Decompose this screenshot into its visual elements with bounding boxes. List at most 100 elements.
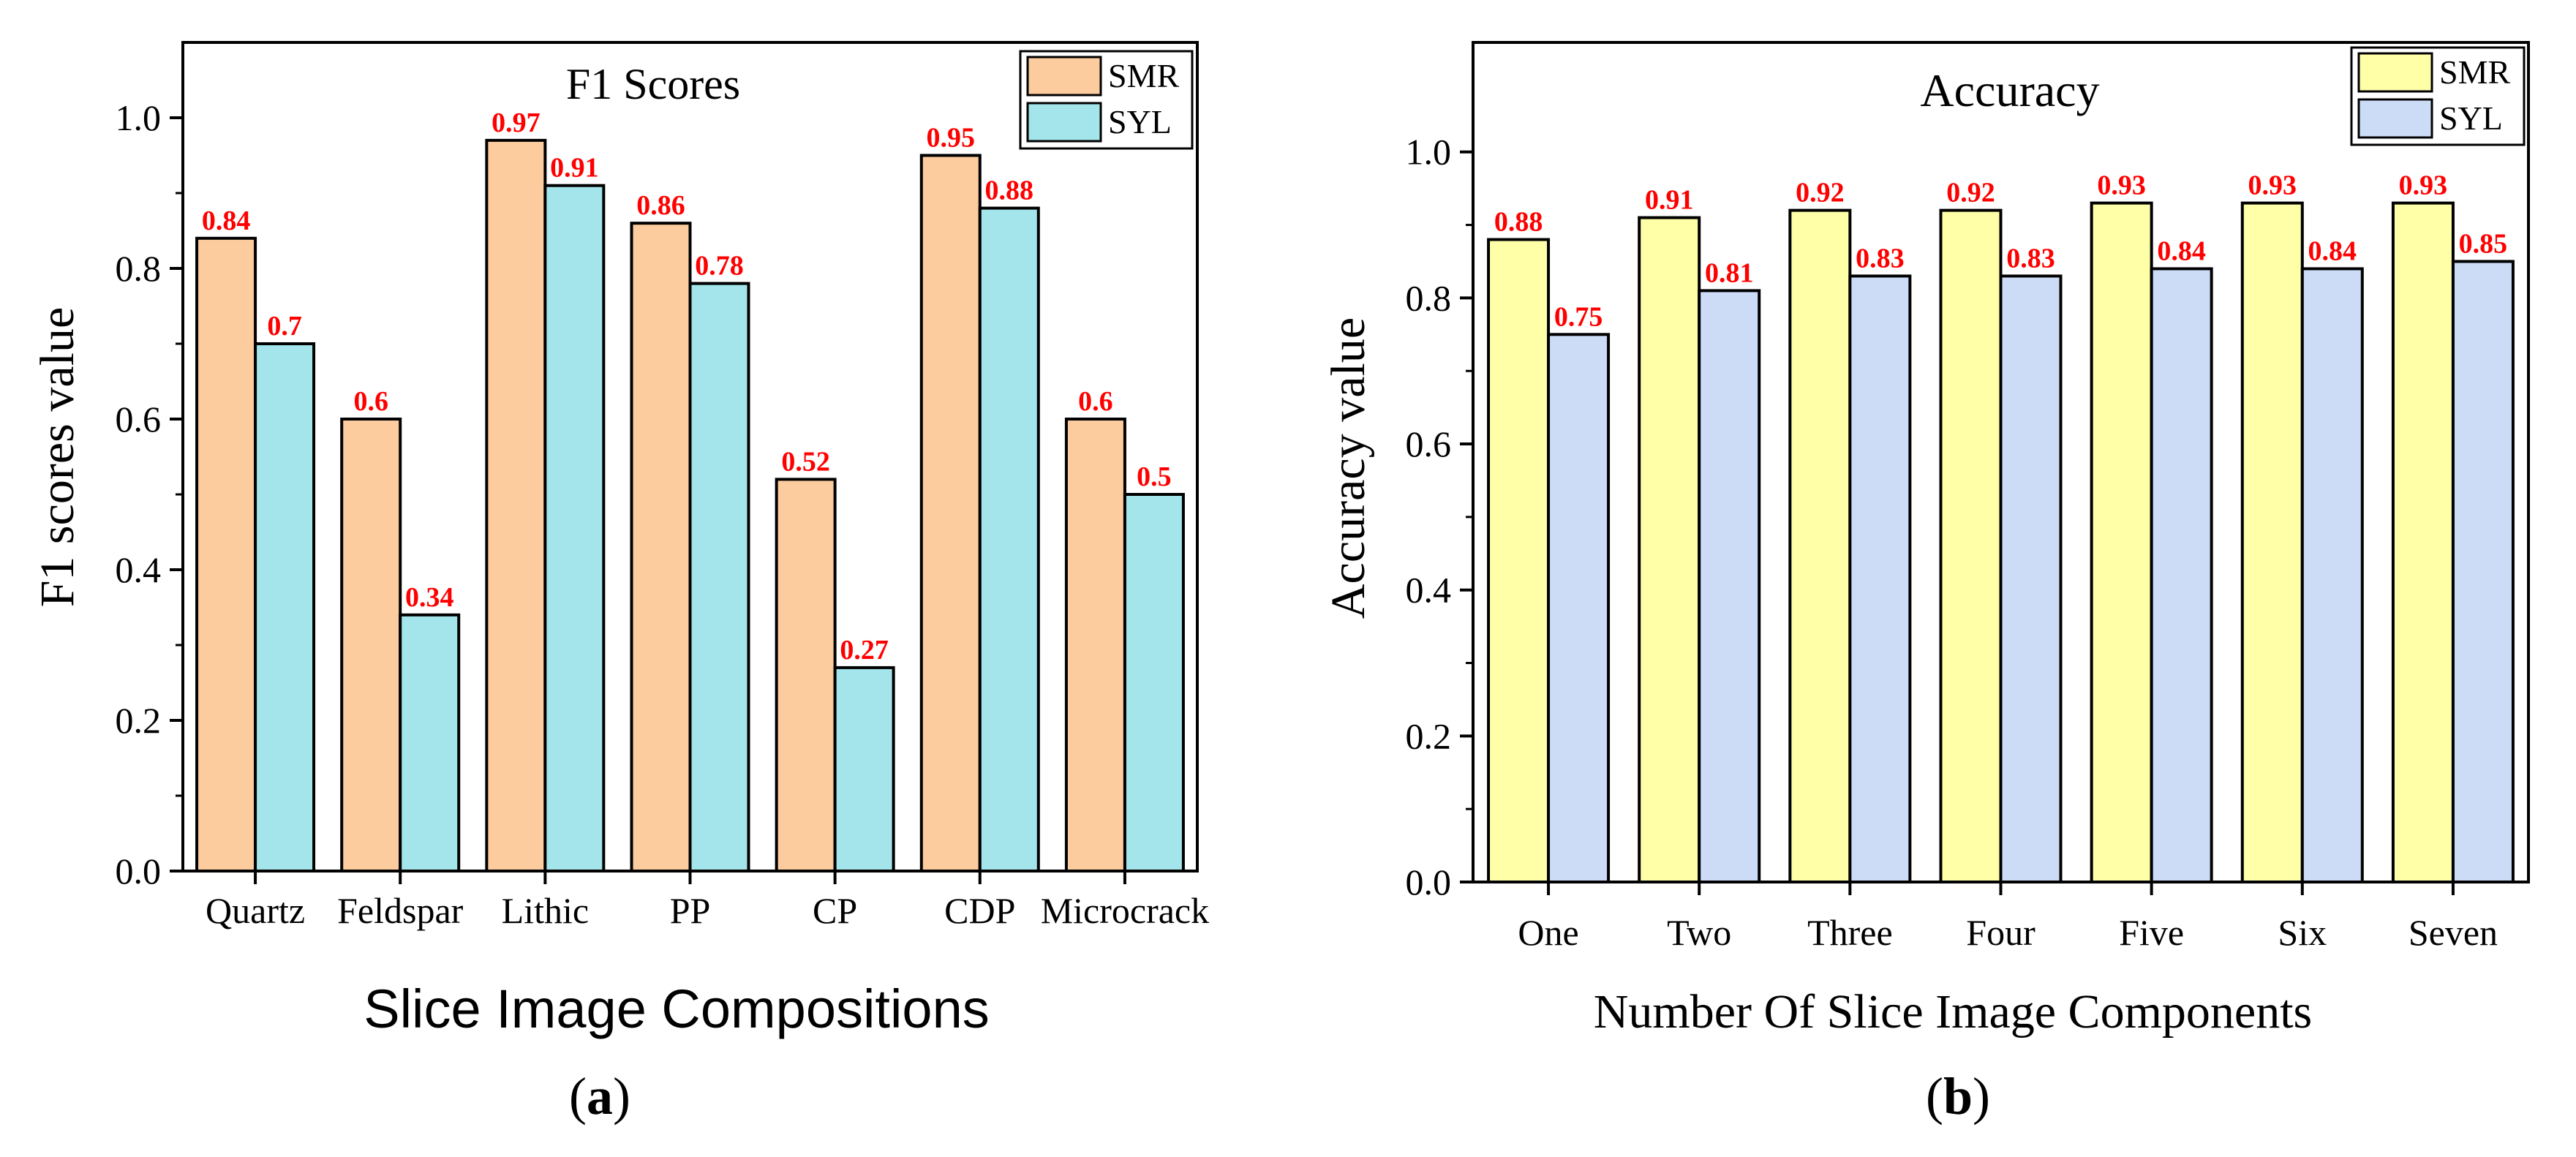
panel-b-value-label: 0.75 xyxy=(1554,301,1603,332)
panel-b-y-tick-label: 0.0 xyxy=(1406,862,1452,902)
panel-a-value-label: 0.91 xyxy=(550,153,599,184)
panel-b-value-label: 0.91 xyxy=(1645,185,1694,216)
panel-a-bar-syl-quartz xyxy=(254,342,316,873)
panel-a-value-label: 0.27 xyxy=(840,635,889,666)
panel-a-x-tick-label: Quartz xyxy=(206,890,305,931)
panel-a-bar-smr-quartz xyxy=(195,236,257,873)
panel-a-title: F1 Scores xyxy=(566,60,740,108)
panel-b-value-label: 0.93 xyxy=(2097,170,2146,201)
panel-a-value-label: 0.6 xyxy=(353,386,388,417)
panel-b-x-axis-label: Number Of Slice Image Components xyxy=(1594,985,2312,1039)
panel-a-value-label: 0.86 xyxy=(636,190,685,221)
panel-a-y-axis-label: F1 scores value xyxy=(31,307,84,608)
panel-a-bar-smr-pp xyxy=(630,222,692,873)
panel-a-x-tick-label: CDP xyxy=(944,890,1015,931)
panel-a-bar-smr-feldspar xyxy=(340,418,402,873)
panel-a-bar-smr-lithic xyxy=(485,138,547,873)
panel-a-value-label: 0.5 xyxy=(1137,461,1172,492)
panel-a-letter: a xyxy=(587,1067,613,1126)
panel-a-bar-syl-pp xyxy=(688,282,750,873)
panel-b-bar-smr-one xyxy=(1487,238,1551,883)
panel-a-bar-syl-cp xyxy=(833,666,895,873)
panel-b-chart: 0.88 0.75 0.91 0.81 0.92 0.83 0.92 0.83 0.93 0.84… xyxy=(1322,41,2530,1126)
panel-a-value-label: 0.6 xyxy=(1078,386,1113,417)
panel-a-y-tick-label: 0.6 xyxy=(116,399,162,440)
panel-b-title: Accuracy xyxy=(1920,64,2099,116)
panel-b-bar-syl-seven xyxy=(2451,260,2515,883)
panel-a-legend-swatch-smr xyxy=(1026,56,1102,97)
panel-b-value-label: 0.84 xyxy=(2157,235,2206,266)
panel-b-x-tick-label: Seven xyxy=(2409,912,2498,953)
panel-b-x-tick-label: Six xyxy=(2278,912,2327,953)
panel-a-chart: 0.84 0.7 0.6 0.34 0.97 0.91 0.86 0.78 0.52 0.27 0.… xyxy=(31,41,1209,1126)
panel-a-value-label: 0.52 xyxy=(781,446,830,477)
panel-b-letter: b xyxy=(1943,1067,1973,1126)
panel-a-bar-syl-lithic xyxy=(543,184,606,873)
panel-b-y-axis-label: Accuracy value xyxy=(1322,317,1375,619)
panel-a-value-label: 0.97 xyxy=(492,108,541,138)
panel-b-bar-syl-six xyxy=(2300,267,2364,883)
panel-b-bar-smr-three xyxy=(1788,208,1852,884)
panel-a-legend-smr: SMR xyxy=(1108,57,1179,94)
panel-b-value-label: 0.84 xyxy=(2308,235,2357,266)
panel-b-value-label: 0.93 xyxy=(2248,170,2297,201)
panel-a-x-tick-label: Microcrack xyxy=(1041,890,1209,931)
panel-b-legend-swatch-syl xyxy=(2357,98,2433,139)
panel-b-value-label: 0.92 xyxy=(1796,178,1845,208)
panel-b-y-tick-label: 0.8 xyxy=(1406,277,1452,318)
panel-b-legend-swatch-smr xyxy=(2357,52,2433,93)
panel-b-bar-smr-six xyxy=(2240,201,2304,884)
panel-b-bar-smr-five xyxy=(2090,201,2153,884)
panel-a-bar-smr-cdp xyxy=(919,154,982,873)
panel-b-legend: SMR SYL xyxy=(2350,46,2526,146)
panel-a-bar-syl-feldspar xyxy=(399,613,461,873)
panel-a-y-tick-label: 0.0 xyxy=(116,851,162,892)
panel-b-bar-smr-seven xyxy=(2391,201,2455,884)
panel-b-x-tick-label: Five xyxy=(2119,912,2184,953)
panel-b-caption: (b) xyxy=(1926,1067,1990,1126)
panel-b-x-tick-label: Three xyxy=(1807,912,1893,953)
panel-a-legend-syl: SYL xyxy=(1108,103,1172,140)
panel-a-bar-smr-cp xyxy=(775,478,837,873)
panel-a-x-tick-label: Feldspar xyxy=(337,890,464,931)
panel-b-bar-syl-one xyxy=(1547,333,1611,884)
panel-a-value-label: 0.78 xyxy=(695,251,744,282)
panel-a-legend-swatch-syl xyxy=(1026,102,1102,143)
panel-b-x-tick-label: Two xyxy=(1667,912,1731,953)
panel-b-y-tick-label: 0.4 xyxy=(1406,570,1452,611)
panel-a-caption: (a) xyxy=(569,1067,630,1126)
panel-a-bar-smr-microcrack xyxy=(1064,418,1126,873)
panel-a-bar-syl-cdp xyxy=(978,206,1040,873)
panel-a-value-label: 0.88 xyxy=(985,176,1034,206)
panel-a-value-label: 0.84 xyxy=(202,206,251,236)
panel-b-value-label: 0.85 xyxy=(2459,228,2508,259)
panel-b-y-tick-label: 0.2 xyxy=(1406,715,1452,756)
panel-a-x-tick-label: PP xyxy=(670,890,711,931)
panel-b-bar-smr-two xyxy=(1638,216,1701,884)
panel-a-value-label: 0.34 xyxy=(405,582,454,613)
panel-a-y-tick-label: 1.0 xyxy=(116,97,162,138)
panel-b-value-label: 0.88 xyxy=(1494,207,1543,238)
panel-b-bar-syl-three xyxy=(1848,274,1912,883)
panel-b-bar-syl-four xyxy=(1999,274,2063,883)
panel-a-value-label: 0.95 xyxy=(927,123,976,154)
panel-b-bar-syl-two xyxy=(1698,289,1761,883)
panel-a-x-tick-label: Lithic xyxy=(502,890,589,931)
panel-b-legend-syl: SYL xyxy=(2439,99,2503,137)
panel-b-value-label: 0.83 xyxy=(1856,243,1905,274)
panel-a-y-tick-label: 0.8 xyxy=(116,248,162,289)
panel-b-y-tick-label: 1.0 xyxy=(1406,132,1452,173)
panel-a-y-tick-label: 0.2 xyxy=(116,700,162,741)
panel-b-value-label: 0.93 xyxy=(2399,170,2448,201)
panel-a-y-tick-label: 0.4 xyxy=(116,549,162,590)
panel-b-x-tick-label: Four xyxy=(1966,912,2035,953)
panel-a-bar-syl-microcrack xyxy=(1123,493,1185,873)
panel-a-x-axis-label: Slice Image Compositions xyxy=(364,979,989,1039)
panel-b-value-label: 0.81 xyxy=(1705,257,1754,288)
panel-a-x-tick-label: CP xyxy=(813,890,857,931)
panel-b-bar-smr-four xyxy=(1939,208,2003,884)
panel-a-value-label: 0.7 xyxy=(267,311,302,342)
panel-b-value-label: 0.83 xyxy=(2006,243,2055,274)
